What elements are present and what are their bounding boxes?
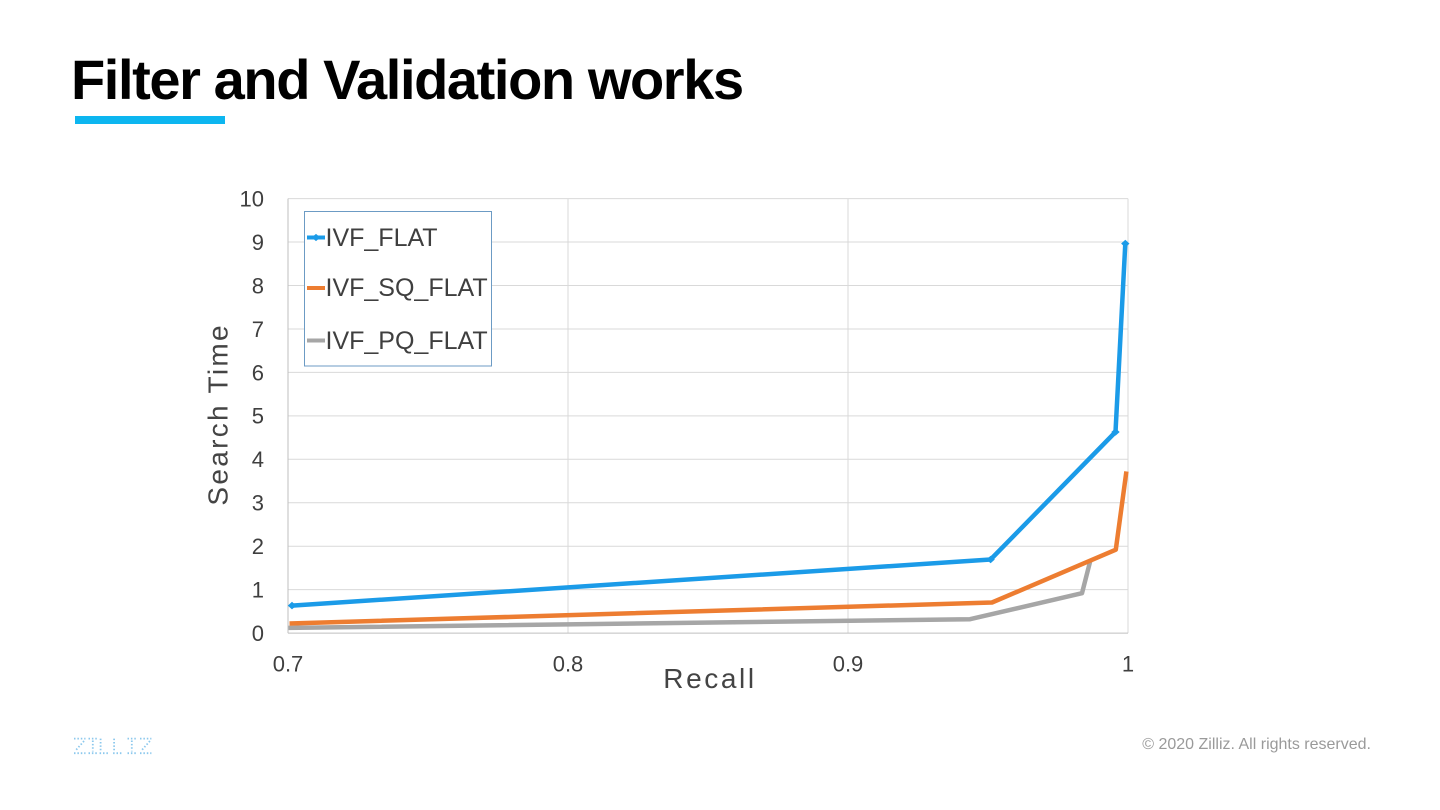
svg-text:4: 4: [252, 447, 264, 472]
svg-text:7: 7: [252, 317, 264, 342]
svg-text:Recall: Recall: [663, 663, 756, 694]
svg-text:10: 10: [240, 187, 264, 212]
svg-text:9: 9: [252, 230, 264, 255]
svg-text:Search Time: Search Time: [203, 323, 234, 505]
svg-text:IVF_PQ_FLAT: IVF_PQ_FLAT: [326, 327, 488, 355]
svg-text:0.7: 0.7: [273, 651, 304, 676]
svg-text:1: 1: [252, 578, 264, 603]
svg-text:IVF_SQ_FLAT: IVF_SQ_FLAT: [326, 274, 488, 302]
svg-text:1: 1: [1122, 651, 1134, 676]
svg-text:0.9: 0.9: [833, 651, 864, 676]
svg-text:2: 2: [252, 534, 264, 559]
svg-text:6: 6: [252, 360, 264, 385]
svg-text:0: 0: [252, 621, 264, 646]
svg-text:3: 3: [252, 491, 264, 516]
svg-text:IVF_FLAT: IVF_FLAT: [326, 224, 438, 252]
svg-text:5: 5: [252, 404, 264, 429]
svg-text:0.8: 0.8: [553, 651, 584, 676]
svg-text:8: 8: [252, 273, 264, 298]
